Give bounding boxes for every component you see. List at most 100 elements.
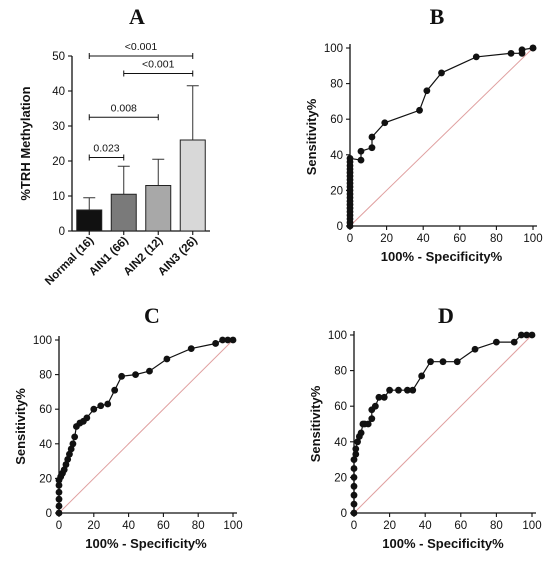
x-tick-label: 40 bbox=[419, 520, 432, 532]
panel-a-letter: A bbox=[129, 4, 145, 29]
y-tick-label: 40 bbox=[334, 437, 347, 449]
roc-point bbox=[118, 372, 126, 380]
y-tick-label: 50 bbox=[52, 51, 65, 63]
roc-point bbox=[352, 445, 360, 453]
roc-point bbox=[350, 491, 358, 499]
p-value-label: <0.001 bbox=[142, 59, 175, 71]
bar bbox=[145, 185, 172, 232]
panel-d-letter: D bbox=[438, 303, 454, 328]
panel-b-letter: B bbox=[430, 4, 445, 29]
roc-point bbox=[64, 455, 72, 463]
roc-point bbox=[69, 440, 77, 448]
y-tick-label: 20 bbox=[330, 185, 343, 197]
panel-c-letter: C bbox=[144, 303, 160, 328]
roc-point bbox=[453, 358, 461, 366]
roc-point bbox=[416, 106, 423, 114]
roc-point bbox=[350, 482, 358, 490]
x-axis-label: 100% - Specificity% bbox=[382, 536, 504, 551]
roc-point bbox=[83, 414, 91, 422]
y-axis-label: Sensitivity% bbox=[13, 388, 28, 465]
roc-point bbox=[350, 509, 358, 517]
x-tick-label: 60 bbox=[157, 520, 170, 532]
y-tick-label: 0 bbox=[341, 508, 347, 520]
roc-point bbox=[510, 338, 518, 346]
roc-point bbox=[472, 53, 480, 61]
reference-diagonal bbox=[353, 334, 533, 514]
roc-point bbox=[409, 386, 417, 394]
roc-point bbox=[381, 119, 389, 127]
y-tick-label: 60 bbox=[330, 114, 343, 126]
y-tick-label: 0 bbox=[59, 226, 65, 238]
roc-point bbox=[423, 87, 431, 95]
y-tick-label: 60 bbox=[334, 401, 347, 413]
category-label: Normal (16) bbox=[43, 235, 96, 288]
y-tick-label: 20 bbox=[334, 472, 347, 484]
bar bbox=[110, 193, 137, 232]
roc-point bbox=[111, 386, 119, 394]
roc-point bbox=[55, 481, 63, 489]
roc-point bbox=[386, 386, 393, 394]
roc-point bbox=[427, 358, 434, 366]
roc-point bbox=[60, 466, 68, 474]
roc-point bbox=[350, 500, 358, 508]
x-tick-label: 40 bbox=[417, 233, 430, 245]
p-value-label: 0.023 bbox=[93, 143, 119, 155]
y-axis-label: Sensitivity% bbox=[308, 385, 323, 462]
roc-point bbox=[371, 402, 379, 410]
roc-point bbox=[346, 154, 354, 162]
panel-d: D 00 20 20 40 40 60 60 80 80 100 100 100% - Specific… bbox=[308, 303, 542, 551]
roc-point bbox=[471, 345, 479, 353]
y-tick-label: 100 bbox=[324, 43, 343, 55]
x-tick-label: 20 bbox=[383, 520, 396, 532]
roc-point bbox=[146, 367, 153, 375]
roc-point bbox=[354, 438, 361, 446]
roc-point bbox=[352, 450, 360, 458]
roc-point bbox=[439, 358, 447, 366]
roc-point bbox=[404, 386, 411, 394]
roc-point bbox=[364, 420, 372, 428]
x-tick-label: 40 bbox=[122, 520, 135, 532]
y-axis-label: Sensitivity% bbox=[304, 98, 319, 175]
y-tick-label: 40 bbox=[39, 439, 52, 451]
roc-point bbox=[350, 474, 358, 481]
roc-point bbox=[219, 336, 226, 344]
roc-point bbox=[368, 133, 376, 141]
roc-point bbox=[132, 371, 139, 378]
x-tick-label: 20 bbox=[380, 233, 393, 245]
roc-point bbox=[224, 336, 232, 344]
p-value-label: <0.001 bbox=[125, 41, 158, 53]
roc-point bbox=[55, 502, 63, 510]
x-tick-label: 0 bbox=[56, 520, 62, 532]
x-tick-label: 0 bbox=[347, 233, 353, 245]
y-tick-label: 100 bbox=[328, 330, 347, 342]
y-tick-label: 40 bbox=[52, 86, 65, 98]
y-tick-label: 20 bbox=[39, 473, 52, 485]
roc-point bbox=[528, 331, 536, 339]
roc-point bbox=[357, 429, 365, 437]
roc-point bbox=[368, 415, 376, 423]
roc-point bbox=[229, 336, 237, 344]
bar bbox=[179, 139, 206, 232]
x-tick-label: 100 bbox=[223, 520, 242, 532]
x-tick-label: 0 bbox=[351, 520, 357, 532]
x-tick-label: 80 bbox=[490, 520, 503, 532]
roc-point bbox=[71, 433, 79, 441]
roc-point bbox=[395, 386, 402, 394]
roc-point bbox=[212, 340, 220, 347]
roc-point bbox=[62, 461, 70, 468]
roc-point bbox=[350, 465, 358, 472]
x-tick-label: 80 bbox=[490, 233, 503, 245]
roc-point bbox=[523, 331, 531, 339]
y-tick-label: 80 bbox=[334, 366, 347, 378]
panel-b: B 00 20 20 40 40 60 60 80 80 100 100 100% - Specific… bbox=[304, 4, 543, 264]
roc-point bbox=[90, 405, 98, 413]
reference-diagonal bbox=[58, 339, 234, 514]
roc-point bbox=[418, 372, 426, 380]
roc-point bbox=[55, 495, 63, 503]
roc-point bbox=[55, 509, 63, 517]
y-axis-label: %TRH Methylation bbox=[18, 86, 33, 200]
y-tick-label: 30 bbox=[52, 121, 65, 133]
roc-point bbox=[518, 46, 526, 54]
